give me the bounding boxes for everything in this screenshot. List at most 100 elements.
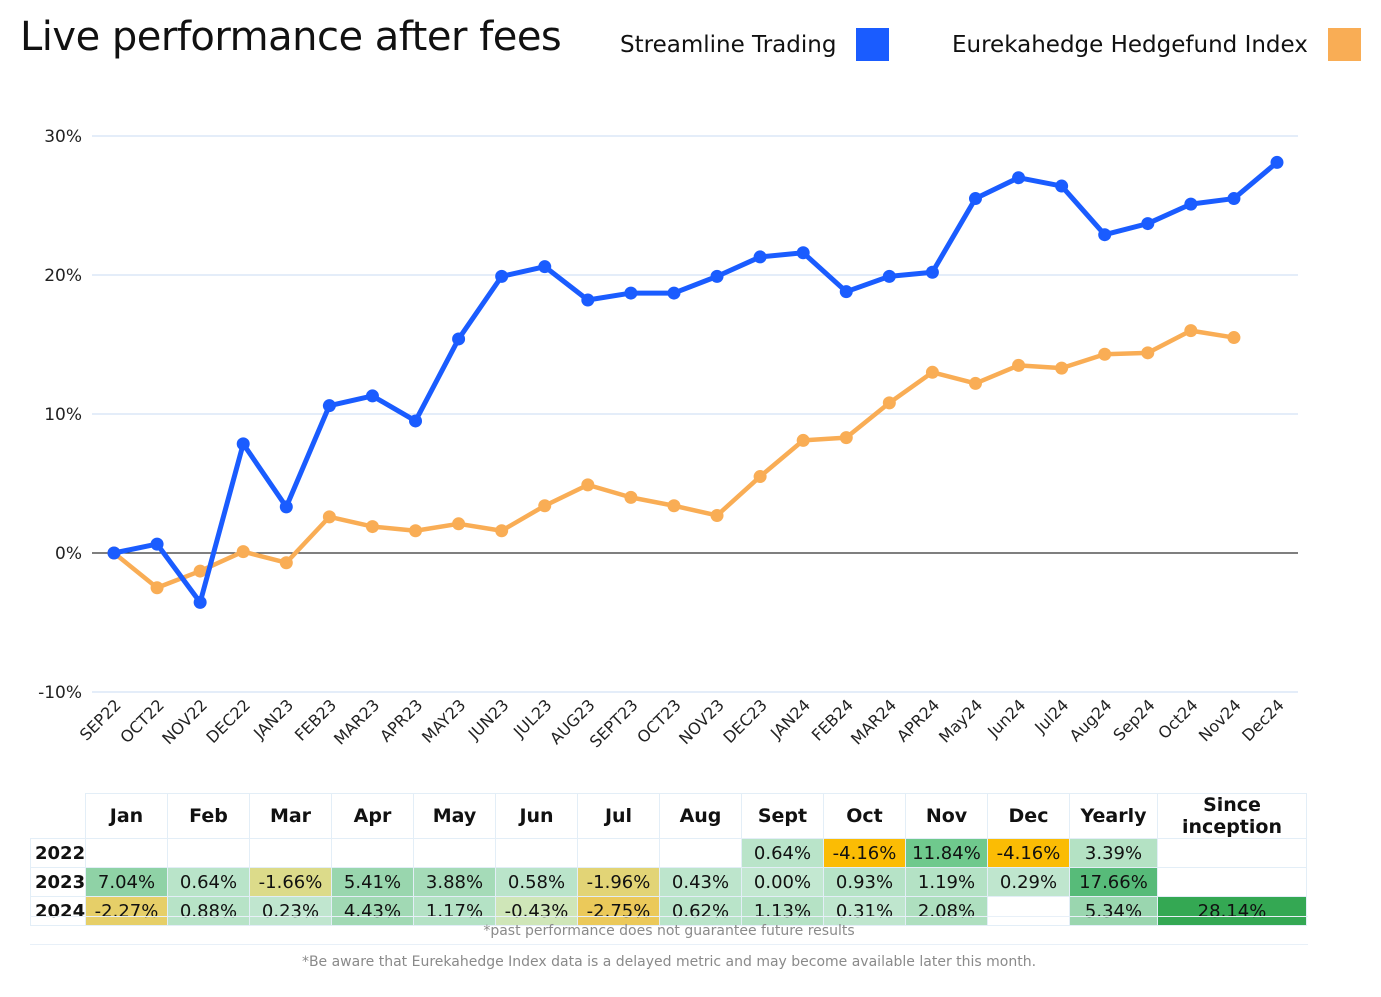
row-year-label: 2022 [30, 838, 86, 868]
table-cell [1157, 838, 1307, 868]
column-header: Jun [495, 793, 578, 839]
monthly-performance-table: Jan Feb Mar Apr May Jun Jul Aug Sept Oct Nov Dec Yea… [30, 793, 1307, 926]
data-point-eurekahedge [236, 545, 250, 559]
column-header: Since inception [1157, 793, 1307, 839]
y-tick-label: 0% [55, 544, 82, 564]
data-point-eurekahedge [1012, 358, 1026, 372]
column-header: Jan [85, 793, 168, 839]
table-cell: 4.43% [331, 896, 414, 926]
legend-item-eurekahedge: Eurekahedge Hedgefund Index [952, 28, 1361, 61]
column-header: Jul [577, 793, 660, 839]
x-tick-label: MAR23 [330, 695, 383, 748]
data-point-streamline [796, 246, 810, 260]
table-cell: 0.93% [823, 867, 906, 897]
data-point-eurekahedge [322, 510, 336, 524]
legend-swatch-eurekahedge [1327, 28, 1361, 61]
data-point-eurekahedge [839, 431, 853, 445]
row-year-label: 2023 [30, 867, 86, 897]
legend-label-streamline: Streamline Trading [620, 31, 837, 58]
table-cell: 1.17% [413, 896, 496, 926]
table-cell: 17.66% [1069, 867, 1158, 897]
x-tick-label: JAN24 [766, 695, 814, 743]
x-tick-label: JAN23 [249, 695, 297, 743]
table-cell: 3.88% [413, 867, 496, 897]
x-tick-label: SEPT23 [586, 695, 642, 751]
data-point-eurekahedge [624, 490, 638, 504]
data-point-streamline [1055, 179, 1069, 193]
data-point-streamline [452, 332, 466, 346]
x-tick-label: Aug24 [1066, 695, 1116, 745]
data-point-streamline [925, 265, 939, 279]
column-header: Sept [741, 793, 824, 839]
data-point-streamline [538, 260, 552, 274]
column-header: Oct [823, 793, 906, 839]
data-point-eurekahedge [710, 508, 724, 522]
x-tick-label: OCT23 [633, 695, 685, 747]
data-point-eurekahedge [1227, 331, 1241, 345]
divider [30, 916, 1308, 917]
table-cell [331, 838, 414, 868]
data-point-streamline [1141, 217, 1155, 231]
table-cell: -4.16% [823, 838, 906, 868]
divider [30, 944, 1308, 945]
line-chart: 30% 20% 10% 0% -10%SEP22OCT22NOV22DEC22JAN23… [38, 127, 1298, 751]
table-cell [987, 896, 1070, 926]
data-point-streamline [236, 437, 250, 451]
x-tick-label: APR23 [376, 695, 426, 745]
x-tick-label: MAY23 [418, 695, 469, 746]
table-cell [85, 838, 168, 868]
table-cell: 5.41% [331, 867, 414, 897]
x-tick-label: OCT22 [116, 695, 168, 747]
x-tick-label: Nov24 [1195, 695, 1245, 745]
series-line-streamline [113, 160, 1279, 605]
data-point-streamline [1012, 171, 1026, 185]
table-cell: 0.43% [659, 867, 742, 897]
x-tick-label: NOV22 [158, 695, 211, 748]
x-tick-label: DEC23 [719, 695, 771, 747]
data-point-eurekahedge [1141, 346, 1155, 360]
table-cell: 0.64% [741, 838, 824, 868]
data-point-streamline [1098, 228, 1112, 242]
legend-item-streamline: Streamline Trading [620, 28, 890, 61]
data-point-eurekahedge [1184, 324, 1198, 338]
column-header: Yearly [1069, 793, 1158, 839]
table-cell: -1.66% [249, 867, 332, 897]
data-point-streamline [753, 250, 767, 264]
data-point-eurekahedge [279, 556, 293, 570]
table-cell: 0.29% [987, 867, 1070, 897]
x-tick-label: MAR24 [847, 695, 900, 748]
x-tick-label: Sep24 [1109, 695, 1158, 744]
data-point-eurekahedge [753, 470, 767, 484]
y-tick-label: 30% [44, 127, 82, 147]
x-tick-label: DEC22 [202, 695, 254, 747]
table-cell: 7.04% [85, 867, 168, 897]
column-header: Aug [659, 793, 742, 839]
data-point-streamline [150, 537, 164, 551]
data-point-eurekahedge [925, 365, 939, 379]
y-tick-label: 10% [44, 405, 82, 425]
column-header: Apr [331, 793, 414, 839]
table-cell [495, 838, 578, 868]
data-point-eurekahedge [495, 524, 509, 538]
data-point-eurekahedge [409, 524, 423, 538]
table-cell: 2.08% [905, 896, 988, 926]
data-point-streamline [322, 399, 336, 413]
data-point-streamline [839, 285, 853, 299]
table-cell: 28.14% [1157, 896, 1307, 926]
table-cell: -0.43% [495, 896, 578, 926]
table-cell [1157, 867, 1307, 897]
data-point-streamline [495, 269, 509, 283]
legend-label-eurekahedge: Eurekahedge Hedgefund Index [952, 31, 1308, 58]
x-tick-label: May24 [935, 695, 986, 746]
column-header: Mar [249, 793, 332, 839]
table-header-row: Jan Feb Mar Apr May Jun Jul Aug Sept Oct Nov Dec Yea… [30, 793, 1307, 839]
data-point-streamline [581, 293, 595, 307]
data-point-eurekahedge [667, 499, 681, 513]
data-point-eurekahedge [581, 478, 595, 492]
past-performance-note: *past performance does not guarantee fut… [483, 923, 855, 939]
table-cell: 0.62% [659, 896, 742, 926]
chart-title: Live performance after fees [20, 14, 562, 60]
data-point-streamline [667, 286, 681, 300]
legend-swatch-streamline [856, 28, 890, 61]
table-cell: 0.00% [741, 867, 824, 897]
